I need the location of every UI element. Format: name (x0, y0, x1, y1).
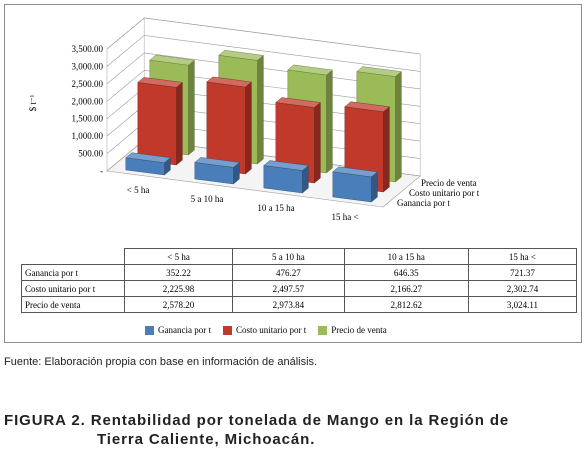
table-header-cell: 5 a 10 ha (232, 248, 345, 265)
table-row-header: Precio de venta (21, 296, 125, 313)
x-tick-label: 15 ha < (332, 212, 359, 222)
table-header-row: < 5 ha 5 a 10 ha 10 a 15 ha 15 ha < (21, 248, 578, 265)
bar-top (149, 54, 195, 66)
legend-swatch (222, 325, 232, 335)
legend-swatch (318, 325, 328, 335)
bar-top (275, 97, 321, 108)
bar-side (188, 59, 195, 156)
bar-top (125, 152, 171, 163)
table-cell: 646.35 (343, 264, 469, 281)
legend-label: Costo unitario por t (235, 325, 307, 335)
table-cell: 2,973.84 (232, 296, 345, 313)
bar-side (326, 69, 333, 174)
table-cell: 2,166.27 (343, 280, 469, 297)
bar-side (257, 54, 264, 165)
table-cell: 476.27 (232, 264, 345, 281)
legend-swatch (145, 325, 154, 335)
figure-caption: FIGURA 2. Rentabilidad por tonelada de M… (4, 411, 586, 449)
x-tick-label: 5 a 10 ha (191, 194, 224, 204)
caption-line-2: Tierra Caliente, Michoacán. (97, 431, 316, 448)
table-row: Precio de venta 2,578.20 2,973.84 2,812.… (21, 296, 578, 313)
y-tick-label: 3,500.00 (72, 44, 104, 54)
table-row-header: Ganancia por t (21, 264, 125, 281)
x-tick-label: 10 a 15 ha (257, 203, 294, 213)
legend-label: Ganancia por t (158, 325, 211, 335)
x-tick-label: < 5 ha (127, 185, 150, 195)
bar-side (245, 81, 252, 175)
bar-top (287, 64, 333, 76)
series-axis-label: Costo unitario por t (409, 188, 480, 198)
series-axis-label: Precio de venta (421, 178, 476, 188)
gridline (106, 17, 421, 55)
y-tick-label: 1,500.00 (72, 114, 104, 124)
table-cell: 2,497.57 (232, 280, 345, 297)
bar-top (344, 101, 390, 113)
y-tick-label: 2,500.00 (72, 79, 104, 89)
y-tick-label: 3,000.00 (72, 61, 104, 71)
legend-item: Costo unitario por t (222, 325, 307, 335)
bar-top (137, 77, 183, 88)
legend-item: Ganancia por t (145, 325, 211, 335)
chart-frame: 3,500.00 3,000.00 2,500.00 2,000.00 1,500.00… (4, 4, 582, 343)
y-tick-label: - (100, 166, 103, 176)
table-cell: 2,812.62 (343, 296, 469, 313)
bar-side (176, 81, 183, 166)
table-row: Ganancia por t 352.22 476.27 646.35 721.… (21, 264, 578, 281)
chart-plot: 3,500.00 3,000.00 2,500.00 2,000.00 1,500.00… (28, 17, 480, 222)
y-axis-title: $ t⁻¹ (28, 94, 38, 111)
bar-top (194, 157, 240, 168)
data-table: < 5 ha 5 a 10 ha 10 a 15 ha 15 ha < Gana… (21, 248, 578, 313)
bar-side (314, 102, 321, 184)
legend-label: Precio de venta (331, 325, 387, 335)
bar-side (383, 106, 390, 193)
source-note: Fuente: Elaboración propia con base en i… (4, 356, 318, 368)
table-header-cell: 15 ha < (467, 248, 578, 265)
series-axis-label: Ganancia por t (397, 198, 450, 208)
bar-top (356, 66, 402, 77)
bar-side (395, 71, 402, 183)
bar-side (371, 171, 378, 203)
table-header-cell: 10 a 15 ha (343, 248, 469, 265)
chart-legend: Ganancia por t Costo unitario por t Prec… (145, 323, 387, 337)
y-tick-label: 2,000.00 (72, 96, 104, 106)
bar-top (206, 76, 252, 88)
bar-top (263, 160, 309, 171)
table-cell: 2,225.98 (123, 280, 234, 297)
bar (137, 82, 177, 166)
y-tick-label: 1,000.00 (72, 131, 104, 141)
caption-line-1: FIGURA 2. Rentabilidad por tonelada de M… (4, 412, 510, 429)
table-cell: 3,024.11 (467, 296, 578, 313)
table-row-header: Costo unitario por t (21, 280, 125, 297)
table-row: Costo unitario por t 2,225.98 2,497.57 2… (21, 280, 578, 297)
gridline (106, 35, 421, 72)
table-cell: 721.37 (467, 264, 578, 281)
legend-item: Precio de venta (318, 325, 387, 335)
table-header-cell: < 5 ha (123, 248, 234, 265)
bar-top (218, 50, 264, 61)
table-cell: 352.22 (123, 264, 234, 281)
y-tick-label: 500.00 (78, 149, 103, 159)
table-cell: 2,302.74 (467, 280, 578, 297)
bar-top (332, 166, 378, 178)
table-corner (21, 248, 125, 265)
table-cell: 2,578.20 (123, 296, 234, 313)
